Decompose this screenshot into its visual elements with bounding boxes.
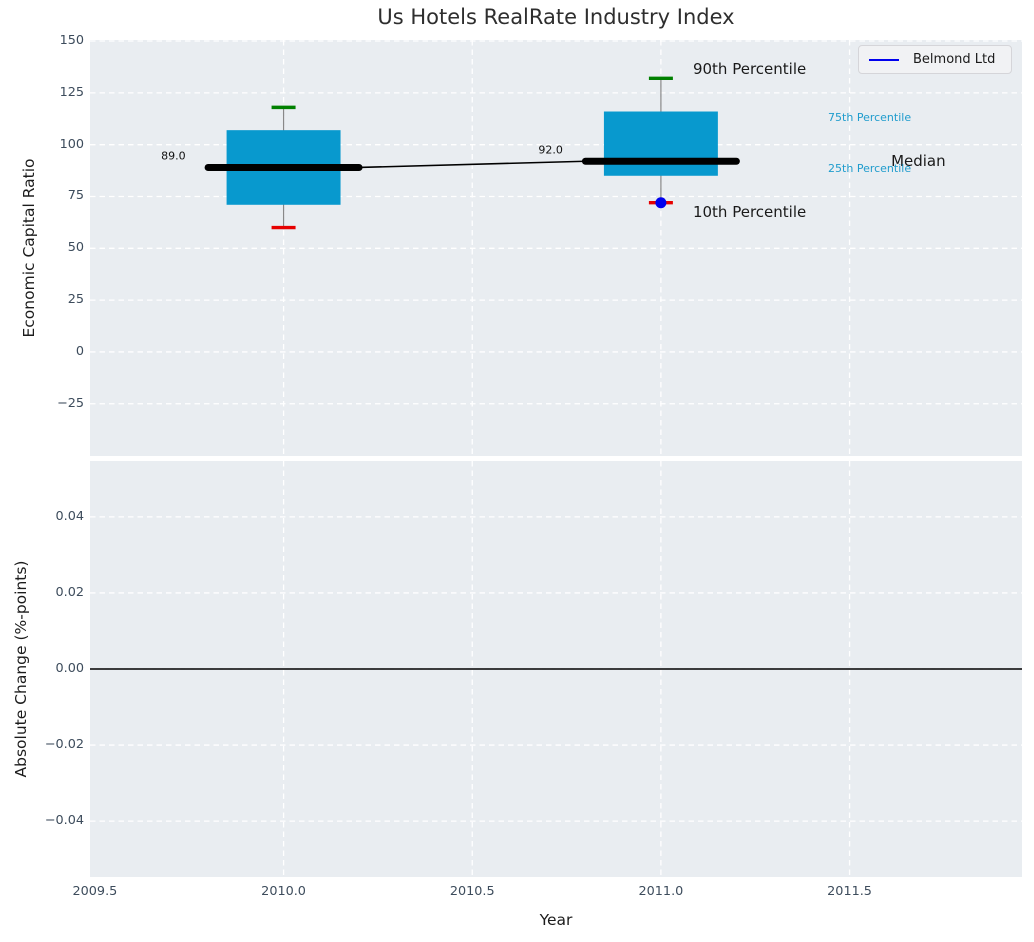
y-tick-label-bottom: 0.02 <box>55 584 85 600</box>
annotation-label: 90th Percentile <box>693 60 806 78</box>
y-tick-label-top: 75 <box>67 188 84 204</box>
y-tick-label-top: 125 <box>59 84 84 100</box>
company-point <box>655 197 667 209</box>
top-plot-svg: 89.0 92.0 90th Percentile 75th Percentile Me… <box>90 40 1022 456</box>
y-tick-label-top: 100 <box>59 136 84 152</box>
y-tick-label-top: 25 <box>67 292 84 308</box>
iqr-box <box>603 111 718 176</box>
bottom-plot-svg <box>90 461 1022 877</box>
x-tick-label: 2010.0 <box>261 884 306 899</box>
x-tick-label: 2010.5 <box>449 884 495 899</box>
annotation-label: Median <box>891 152 946 170</box>
median-connector-line <box>359 160 586 169</box>
legend-label: Belmond Ltd <box>913 52 996 67</box>
y-tick-label-bottom: 0.04 <box>55 508 85 524</box>
y-tick-label-bottom: −0.04 <box>44 813 84 829</box>
chart-title: Us Hotels RealRate Industry Index <box>377 5 735 29</box>
y-tick-label-top: −25 <box>56 395 84 411</box>
x-tick-label: 2011.0 <box>638 884 684 899</box>
median-value-label: 89.0 <box>161 149 186 162</box>
top-plot-panel: 89.0 92.0 90th Percentile 75th Percentile Me… <box>90 40 1022 456</box>
y-tick-label-top: 150 <box>59 33 84 49</box>
x-tick-label: 2009.5 <box>72 884 118 899</box>
legend: Belmond Ltd <box>858 45 1012 74</box>
y-tick-label-bottom: 0.00 <box>55 661 85 676</box>
median-value-label: 92.0 <box>538 143 563 156</box>
bottom-plot-panel <box>90 461 1022 877</box>
y-tick-label-top: 50 <box>67 240 84 256</box>
legend-line-swatch <box>869 58 899 61</box>
x-tick-label: 2011.5 <box>827 884 872 899</box>
annotation-label: 25th Percentile <box>828 162 911 175</box>
annotation-label: 10th Percentile <box>693 203 806 221</box>
annotation-label: 75th Percentile <box>828 111 911 124</box>
y-tick-label-bottom: −0.02 <box>44 737 84 753</box>
x-axis-label: Year <box>539 911 573 929</box>
y-tick-label-top: 0 <box>75 343 84 359</box>
